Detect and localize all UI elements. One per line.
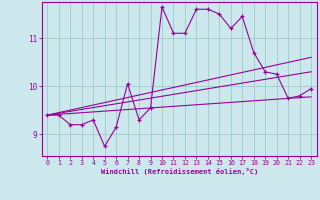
- X-axis label: Windchill (Refroidissement éolien,°C): Windchill (Refroidissement éolien,°C): [100, 168, 258, 175]
